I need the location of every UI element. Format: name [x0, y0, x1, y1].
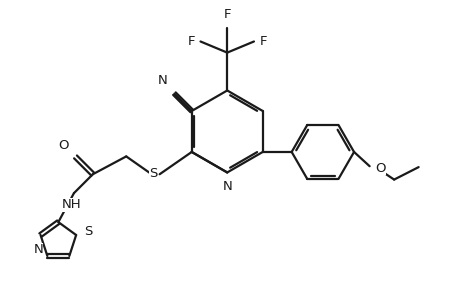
Text: O: O [375, 162, 386, 175]
Text: F: F [259, 35, 267, 48]
Text: F: F [188, 35, 195, 48]
Text: N: N [223, 180, 233, 194]
Text: N: N [33, 243, 43, 256]
Text: S: S [84, 225, 93, 238]
Text: NH: NH [62, 198, 81, 212]
Text: F: F [224, 8, 231, 22]
Text: O: O [58, 139, 69, 152]
Text: S: S [149, 167, 158, 180]
Text: N: N [158, 74, 168, 87]
